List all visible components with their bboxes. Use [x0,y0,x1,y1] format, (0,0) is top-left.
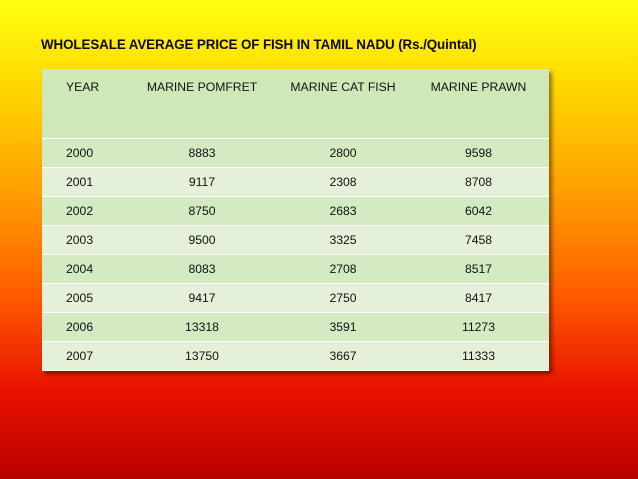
cell-pomfret: 8883 [126,138,278,168]
table-row: 2001 9117 2308 8708 [42,167,549,197]
cell-cat-fish: 2308 [278,167,408,197]
table-row: 2002 8750 2683 6042 [42,196,549,226]
cell-prawn: 11273 [408,312,549,342]
header-marine-pomfret: MARINE POMFRET [126,69,278,139]
cell-cat-fish: 3325 [278,225,408,255]
cell-pomfret: 9500 [126,225,278,255]
header-year: YEAR [42,69,126,139]
cell-cat-fish: 3591 [278,312,408,342]
cell-pomfret: 13750 [126,341,278,371]
cell-year: 2003 [42,225,126,255]
cell-pomfret: 8083 [126,254,278,284]
cell-year: 2000 [42,138,126,168]
cell-cat-fish: 3667 [278,341,408,371]
table-row: 2004 8083 2708 8517 [42,254,549,284]
cell-pomfret: 9117 [126,167,278,197]
cell-year: 2001 [42,167,126,197]
cell-prawn: 9598 [408,138,549,168]
table-row: 2006 13318 3591 11273 [42,312,549,342]
table-row: 2003 9500 3325 7458 [42,225,549,255]
cell-year: 2004 [42,254,126,284]
price-table-container: YEAR MARINE POMFRET MARINE CAT FISH MARI… [42,69,549,371]
cell-prawn: 8417 [408,283,549,313]
header-marine-prawn: MARINE PRAWN [408,69,549,139]
header-marine-cat-fish: MARINE CAT FISH [278,69,408,139]
cell-prawn: 8517 [408,254,549,284]
cell-prawn: 6042 [408,196,549,226]
cell-cat-fish: 2750 [278,283,408,313]
cell-cat-fish: 2683 [278,196,408,226]
price-table: YEAR MARINE POMFRET MARINE CAT FISH MARI… [42,69,549,371]
cell-prawn: 11333 [408,341,549,371]
cell-prawn: 8708 [408,167,549,197]
cell-year: 2005 [42,283,126,313]
cell-pomfret: 13318 [126,312,278,342]
table-row: 2005 9417 2750 8417 [42,283,549,313]
cell-year: 2002 [42,196,126,226]
table-row: 2000 8883 2800 9598 [42,138,549,168]
page-title: WHOLESALE AVERAGE PRICE OF FISH IN TAMIL… [41,37,477,52]
cell-prawn: 7458 [408,225,549,255]
cell-pomfret: 8750 [126,196,278,226]
cell-cat-fish: 2800 [278,138,408,168]
table-header-row: YEAR MARINE POMFRET MARINE CAT FISH MARI… [42,69,549,139]
cell-pomfret: 9417 [126,283,278,313]
table-row: 2007 13750 3667 11333 [42,341,549,371]
cell-year: 2007 [42,341,126,371]
cell-year: 2006 [42,312,126,342]
cell-cat-fish: 2708 [278,254,408,284]
